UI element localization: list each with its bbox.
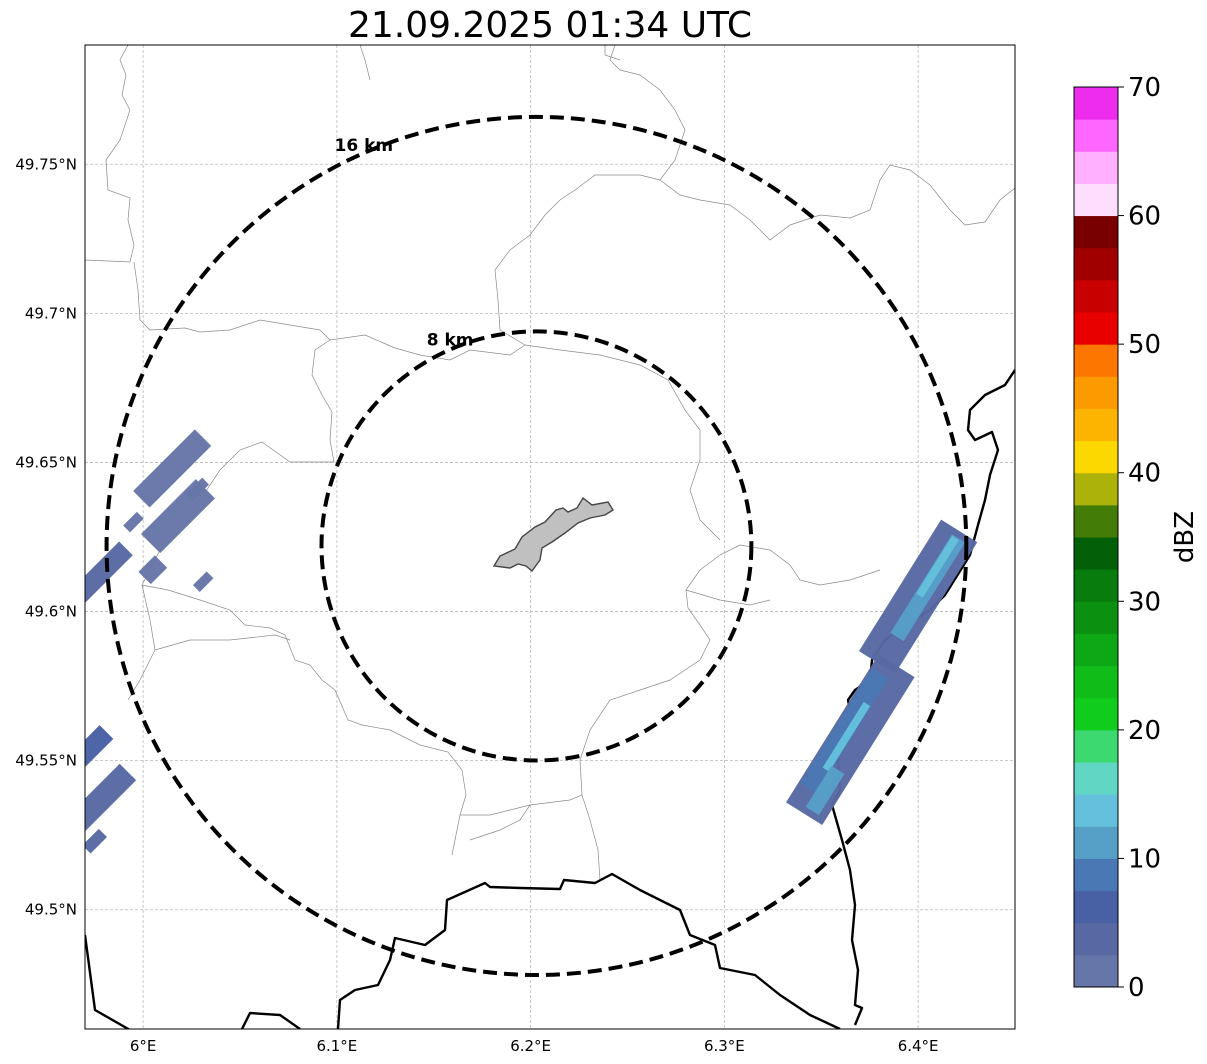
precip-cell: [805, 765, 845, 816]
lon-tick-label: 6.4°E: [898, 1037, 939, 1055]
colorbar-tick-label: 70: [1128, 73, 1161, 103]
national-borders: [85, 369, 1015, 1029]
colorbar-segment: [1074, 215, 1118, 249]
colorbar-segment: [1074, 440, 1118, 474]
precip-cell: [800, 668, 889, 794]
colorbar-segment: [1074, 537, 1118, 570]
lat-tick-label: 49.7°N: [25, 304, 77, 322]
precip-cell: [133, 429, 212, 508]
range-ring: [104, 114, 969, 977]
precip-cell: [85, 828, 108, 854]
colorbar-segment: [1074, 472, 1118, 506]
colorbar-tick-label: 30: [1128, 587, 1161, 617]
map-title: 21.09.2025 01:34 UTC: [347, 5, 753, 46]
commune-boundary: [141, 584, 467, 856]
axis-tick-labels: 49.75°N 49.7°N 49.65°N 49.6°N 49.55°N 49.5°N 6…: [15, 155, 938, 1055]
lat-tick-label: 49.6°N: [25, 603, 77, 621]
colorbar-segment: [1074, 826, 1118, 859]
dbz-colorbar: 0 10 20 30 40 50 60 70 dBZ: [1073, 73, 1200, 1003]
commune-boundary: [460, 544, 741, 816]
precip-cell: [916, 536, 959, 598]
colorbar-segment: [1074, 890, 1118, 924]
border-lu-fr: [336, 872, 841, 1029]
map-frame: [84, 44, 1016, 1030]
colorbar-segment: [1074, 279, 1118, 313]
colorbar-frame: [1073, 86, 1119, 988]
commune-boundary: [154, 634, 291, 651]
border-lu-fr: [240, 1011, 301, 1029]
colorbar-tick-label: 60: [1128, 202, 1161, 232]
lat-tick-label: 49.75°N: [15, 155, 77, 173]
lon-tick-label: 6°E: [130, 1037, 157, 1055]
lat-tick-label: 49.55°N: [15, 752, 77, 770]
colorbar-segment: [1074, 697, 1118, 731]
range-ring-label: 8 km: [427, 331, 474, 351]
precip-cell: [192, 571, 214, 593]
commune-boundary: [609, 45, 686, 181]
precip-cell: [85, 541, 133, 611]
colorbar-tick-label: 0: [1128, 973, 1145, 1003]
commune-boundary: [133, 261, 331, 341]
colorbar-segment: [1074, 762, 1118, 795]
commune-boundary: [85, 45, 135, 263]
commune-boundary: [739, 544, 881, 586]
range-ring: [319, 329, 754, 763]
colorbar-tick-label: 10: [1128, 844, 1161, 874]
lon-tick-label: 6.1°E: [316, 1037, 357, 1055]
precip-cell: [138, 555, 168, 585]
commune-boundary: [469, 804, 531, 841]
lat-tick-label: 49.5°N: [25, 901, 77, 919]
colorbar-segment: [1074, 151, 1118, 184]
precip-cell: [85, 763, 137, 836]
precipitation-layer: [85, 429, 978, 854]
city-area-outline: [492, 496, 614, 573]
colorbar-segment: [1074, 312, 1118, 345]
colorbar-segment: [1074, 504, 1118, 538]
colorbar-segment: [1074, 376, 1118, 409]
admin-boundaries: [85, 45, 1015, 881]
colorbar-segment: [1074, 408, 1118, 442]
commune-boundary: [494, 164, 1015, 346]
colorbar-segment: [1074, 247, 1118, 281]
commune-boundary: [685, 589, 771, 606]
precip-cell: [822, 701, 871, 772]
commune-boundary: [581, 794, 601, 881]
colorbar-segment: [1074, 794, 1118, 827]
colorbar-segment: [1074, 954, 1118, 988]
range-ring-label: 16 km: [335, 136, 394, 156]
colorbar-tick-label: 20: [1128, 716, 1161, 746]
range-rings: 8 km 16 km: [104, 114, 969, 977]
precip-cell: [123, 511, 144, 533]
colorbar-segment: [1074, 858, 1118, 892]
precip-cell: [85, 725, 114, 767]
border-lu-de: [830, 369, 1015, 1026]
colorbar-segment: [1074, 633, 1118, 667]
commune-boundary: [359, 45, 371, 81]
colorbar-segment: [1074, 922, 1118, 956]
colorbar-tick-label: 50: [1128, 330, 1161, 360]
precip-cell: [141, 479, 215, 554]
colorbar-segment: [1074, 344, 1118, 377]
lon-tick-label: 6.2°E: [510, 1037, 551, 1055]
colorbar-segment: [1074, 601, 1118, 634]
lon-tick-label: 6.3°E: [704, 1037, 745, 1055]
precip-cell: [185, 477, 210, 501]
colorbar-label: dBZ: [1170, 511, 1200, 563]
colorbar-segment: [1074, 569, 1118, 602]
colorbar-segment: [1074, 183, 1118, 217]
colorbar-segment: [1074, 87, 1118, 120]
commune-boundary: [524, 344, 721, 541]
colorbar-tick-label: 40: [1128, 459, 1161, 489]
commune-boundary: [604, 45, 621, 61]
border-lu-fr: [85, 934, 131, 1029]
lat-tick-label: 49.65°N: [15, 453, 77, 471]
colorbar-segment: [1074, 119, 1118, 152]
colorbar-segment: [1074, 729, 1118, 763]
colorbar-segment: [1074, 665, 1118, 699]
